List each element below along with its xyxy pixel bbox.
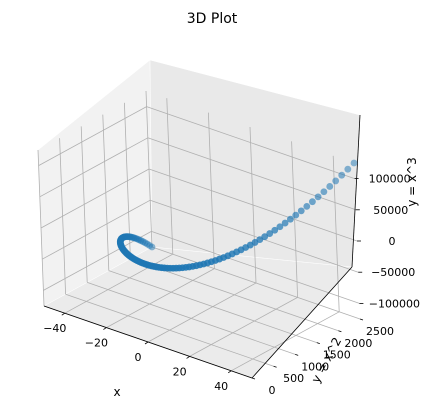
data-point	[266, 230, 274, 237]
gridline-y-floor	[108, 270, 317, 343]
z-tick-label: 50000	[373, 204, 408, 217]
gridline-x-floor	[189, 297, 298, 357]
data-point	[276, 223, 284, 231]
x-tick-mark	[144, 341, 149, 345]
gridline-z-left	[39, 137, 148, 198]
data-point	[332, 177, 340, 185]
gridline-x-floor	[147, 282, 257, 343]
gridline-z-left	[38, 106, 147, 166]
x-tick-label: 40	[214, 380, 228, 393]
x-ticks: −40 −20 0 20 40	[43, 312, 232, 393]
data-point	[338, 171, 346, 179]
data-point	[303, 202, 311, 210]
z-axis-line	[351, 114, 361, 268]
y-tick-mark	[316, 342, 320, 344]
data-point	[297, 207, 305, 215]
data-point	[292, 211, 300, 219]
data-point	[344, 165, 352, 173]
gridline-z-back	[146, 106, 355, 179]
z-tick-label: 0	[389, 235, 396, 248]
data-point	[261, 233, 269, 241]
data-point	[141, 260, 149, 268]
data-point	[320, 188, 328, 196]
gridline-z-back	[148, 168, 358, 242]
data-point	[281, 219, 289, 227]
data-point	[314, 193, 322, 201]
z-tick-label: 100000	[369, 173, 411, 186]
data-point	[350, 159, 358, 167]
gridline-z-back	[151, 231, 360, 304]
y-tick-mark	[251, 377, 256, 380]
gridline-y-floor	[65, 293, 274, 367]
x-axis-label: x	[113, 385, 120, 399]
z-tick-label: −100000	[369, 297, 420, 310]
gridline-y-floor	[87, 282, 296, 355]
y-tick-label: 2000	[344, 337, 372, 350]
x-tick-label: −40	[43, 322, 66, 335]
z-axis-label: y = x^3	[405, 157, 419, 207]
x-tick-label: −20	[85, 337, 108, 350]
x-tick-mark	[103, 327, 107, 330]
gridline-z-left	[40, 168, 150, 229]
data-point	[326, 183, 334, 190]
y-tick-mark	[359, 318, 364, 321]
y-tick-label: 1000	[301, 360, 329, 373]
gridline-y-floor	[151, 246, 361, 320]
x-tick-mark	[61, 312, 66, 316]
y-tick-mark	[273, 365, 277, 368]
y-tick-mark	[295, 354, 299, 356]
x-tick-label: 0	[135, 351, 142, 364]
data-point	[271, 226, 279, 234]
y-tick-label: 500	[283, 372, 304, 385]
pane-back	[149, 59, 361, 268]
y-tick-mark	[338, 330, 342, 333]
y-axis-line	[251, 266, 353, 379]
gridline-z-left	[43, 231, 152, 291]
gridline-z-left	[42, 199, 151, 260]
x-tick-mark	[227, 370, 232, 374]
y-tick-label: 2500	[366, 325, 394, 338]
z-tick-label: −50000	[371, 266, 415, 279]
y-tick-label: 0	[269, 384, 276, 397]
data-point	[287, 215, 294, 223]
y-tick-label: 1500	[323, 349, 351, 362]
data-point	[309, 198, 316, 206]
gridline-z-back	[150, 199, 359, 273]
chart-title: 3D Plot	[187, 11, 238, 27]
gridline-x-floor	[106, 268, 215, 328]
data-points	[116, 159, 358, 272]
x-tick-label: 20	[173, 365, 187, 378]
x-tick-mark	[186, 356, 190, 359]
z-ticks: −100000 −50000 0 50000 100000	[354, 173, 420, 310]
